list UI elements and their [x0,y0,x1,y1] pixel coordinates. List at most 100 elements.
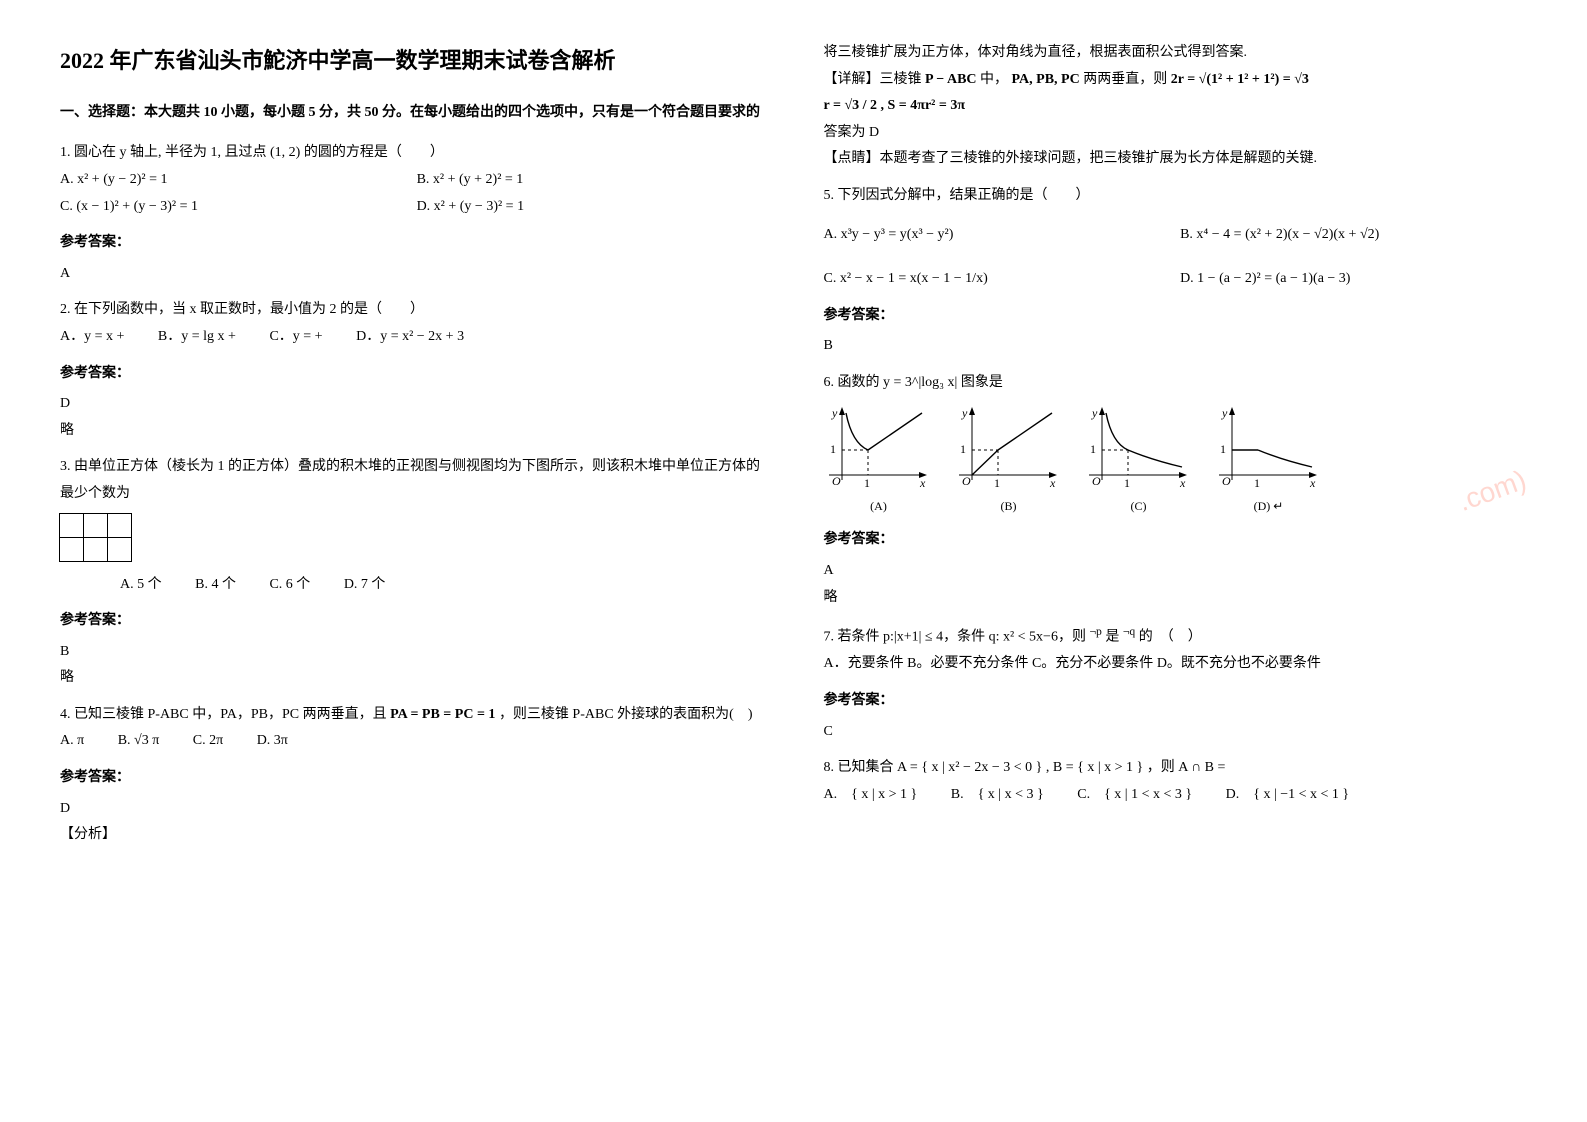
q2-opt-b: B．y = lg x + [158,329,236,344]
q5-opt-d: D. 1 − (a − 2)² = (a − 1)(a − 3) [1180,266,1497,293]
page-title: 2022 年广东省汕头市鮀济中学高一数学理期末试卷含解析 [60,40,764,82]
question-4: 4. 已知三棱锥 P-ABC 中，PA，PB，PC 两两垂直，且 PA = PB… [60,702,764,755]
graph-c-svg: y x O 1 1 [1084,405,1194,495]
q5-stem: 5. 下列因式分解中，结果正确的是（ ） [824,183,1528,210]
q4-detail-b: P − ABC [925,72,977,87]
q8-opt-d: D. { x | −1 < x < 1 } [1226,787,1350,802]
q5-opt-b: B. x⁴ − 4 = (x² + 2)(x − √2)(x + √2) [1180,222,1497,249]
q4-opt-c: C. 2π [193,733,223,748]
q6-label-c: (C) [1084,495,1194,518]
q3-ans-label: 参考答案： [60,608,764,635]
q4-ans-label: 参考答案： [60,765,764,792]
q2-stem: 2. 在下列函数中，当 x 取正数时，最小值为 2 的是（ ） [60,297,764,324]
q6-ans: A [824,558,1528,585]
q7-ans-label: 参考答案： [824,688,1528,715]
question-5: 5. 下列因式分解中，结果正确的是（ ） A. x³y − y³ = y(x³ … [824,183,1528,293]
q5-opt-c: C. x² − x − 1 = x(x − 1 − 1/x) [824,266,1141,293]
q3-opt-c: C. 6 个 [269,577,310,592]
q4-opt-b: B. √3 π [118,733,160,748]
q3-figure [60,514,764,562]
svg-text:y: y [961,406,968,420]
q6-graph-b: y x O 1 1 (B) [954,405,1064,518]
q1-opt-a: A. x² + (y − 2)² = 1 [60,167,377,194]
svg-text:x: x [1309,476,1316,490]
q4-opt-a: A. π [60,733,84,748]
svg-text:y: y [1221,406,1228,420]
graph-a-svg: y x O 1 1 [824,405,934,495]
q4-analysis: 将三棱锥扩展为正方体，体对角线为直径，根据表面积公式得到答案. [824,40,1528,67]
q1-ans: A [60,261,764,288]
svg-text:O: O [832,474,841,488]
q4-detail-label: 【详解】三棱锥 [824,72,926,87]
q4-detail-c: 中， [980,72,1008,87]
question-6: 6. 函数的 y = 3^|log₃ x| 图象是 y x O [824,370,1528,517]
q4-opt-d: D. 3π [257,733,288,748]
q3-ans: B [60,639,764,666]
svg-text:1: 1 [1254,476,1260,490]
svg-text:1: 1 [1220,442,1226,456]
question-2: 2. 在下列函数中，当 x 取正数时，最小值为 2 的是（ ） A．y = x … [60,297,764,350]
svg-text:y: y [831,406,838,420]
svg-text:1: 1 [864,476,870,490]
q6-stem-b: y = 3^|log₃ x| [883,375,957,390]
q4-formula-text: r = √3 / 2 , S = 4πr² = 3π [824,98,966,113]
q6-note: 略 [824,585,1528,612]
q7-stem-b: ¬p [1089,625,1101,638]
q7-opt-b: B。必要不充分条件 [907,656,1028,671]
q7-stem-a: 7. 若条件 p:|x+1| ≤ 4，条件 q: x² < 5x−6，则 [824,630,1090,645]
q8-stem-c: ，则 A ∩ B = [1147,760,1226,775]
q4-point: 【点睛】本题考查了三棱锥的外接球问题，把三棱锥扩展为长方体是解题的关键. [824,146,1528,173]
graph-d-svg: y x O 1 1 [1214,405,1324,495]
question-8: 8. 已知集合 A = { x | x² − 2x − 3 < 0 } , B … [824,755,1528,808]
q4-ans2: 答案为 D [824,120,1528,147]
q8-opt-c: C. { x | 1 < x < 3 } [1077,787,1192,802]
q8-stem-b: A = { x | x² − 2x − 3 < 0 } , B = { x | … [897,760,1143,775]
q2-opt-c: C．y = + [269,329,322,344]
q4-analysis-label: 【分析】 [60,822,764,849]
q2-opt-a: A．y = x + [60,329,124,344]
q3-stem: 3. 由单位正方体（棱长为 1 的正方体）叠成的积木堆的正视图与侧视图均为下图所… [60,454,764,507]
q7-opt-d: D。既不充分也不必要条件 [1157,656,1321,671]
q5-ans-label: 参考答案： [824,303,1528,330]
q4-detail: 【详解】三棱锥 P − ABC 中， PA, PB, PC 两两垂直，则 2r … [824,67,1528,94]
q2-ans-label: 参考答案： [60,361,764,388]
q1-opt-c: C. (x − 1)² + (y − 3)² = 1 [60,194,377,221]
question-3: 3. 由单位正方体（棱长为 1 的正方体）叠成的积木堆的正视图与侧视图均为下图所… [60,454,764,598]
q7-ans: C [824,719,1528,746]
q2-note: 略 [60,418,764,445]
q6-ans-label: 参考答案： [824,527,1528,554]
question-1: 1. 圆心在 y 轴上, 半径为 1, 且过点 (1, 2) 的圆的方程是（ ）… [60,140,764,220]
section-intro: 一、选择题：本大题共 10 小题，每小题 5 分，共 50 分。在每小题给出的四… [60,100,764,127]
svg-text:O: O [1222,474,1231,488]
svg-text:1: 1 [830,442,836,456]
q6-label-d: (D) ↵ [1214,495,1324,518]
q4-ans: D [60,796,764,823]
q2-opt-d: D．y = x² − 2x + 3 [356,329,464,344]
q7-stem-e: 的 （ ） [1139,630,1202,645]
question-7: 7. 若条件 p:|x+1| ≤ 4，条件 q: x² < 5x−6，则 ¬p … [824,621,1528,678]
q6-label-b: (B) [954,495,1064,518]
q6-label-a: (A) [824,495,934,518]
q6-graph-d: y x O 1 1 (D) ↵ [1214,405,1324,518]
q1-opt-b: B. x² + (y + 2)² = 1 [417,167,734,194]
q3-opt-b: B. 4 个 [195,577,236,592]
q8-opt-b: B. { x | x < 3 } [951,787,1044,802]
q6-graph-c: y x O 1 1 (C) [1084,405,1194,518]
q3-opt-a: A. 5 个 [120,577,162,592]
svg-text:1: 1 [960,442,966,456]
q2-ans: D [60,391,764,418]
q6-graph-a: y x O 1 1 (A) [824,405,934,518]
q7-stem-c: 是 [1105,630,1123,645]
q4-stem-b: PA = PB = PC = 1 [390,707,495,722]
svg-text:x: x [1179,476,1186,490]
graph-b-svg: y x O 1 1 [954,405,1064,495]
q5-opt-a: A. x³y − y³ = y(x³ − y²) [824,222,1141,249]
q7-opt-a: A．充要条件 [824,656,904,671]
q6-stem-c: 图象是 [961,375,1003,390]
q1-opt-d: D. x² + (y − 3)² = 1 [417,194,734,221]
svg-text:1: 1 [1124,476,1130,490]
q4-stem-c: ，则三棱锥 P-ABC 外接球的表面积为( ) [499,707,753,722]
q4-detail-f: 2r = √(1² + 1² + 1²) = √3 [1171,72,1309,87]
svg-text:O: O [1092,474,1101,488]
q4-detail-d: PA, PB, PC [1012,72,1080,87]
